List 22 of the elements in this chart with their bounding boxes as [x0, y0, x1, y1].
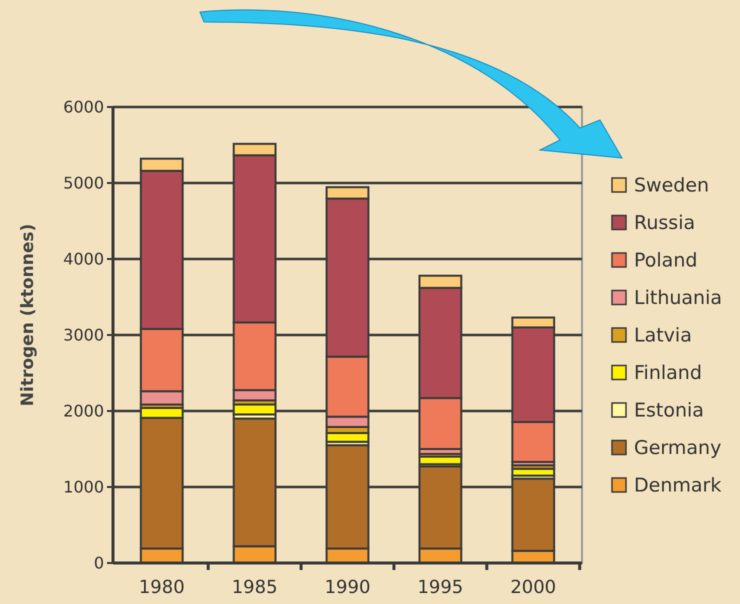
legend-label: Russia — [634, 212, 696, 234]
legend-label: Latvia — [634, 324, 692, 347]
legend-label: Sweden — [634, 174, 710, 197]
x-tick-label: 1990 — [324, 577, 370, 598]
y-tick-label: 2000 — [63, 402, 104, 421]
legend-label: Germany — [634, 437, 722, 460]
y-tick-label: 1000 — [63, 478, 104, 497]
x-tick-label: 1980 — [138, 577, 185, 598]
y-tick-label: 6000 — [63, 98, 104, 117]
y-axis-title: Nitrogen (ktonnes) — [18, 224, 38, 406]
legend-label: Poland — [634, 250, 698, 272]
y-tick-label: 5000 — [63, 174, 104, 193]
legend-label: Lithuania — [634, 287, 722, 310]
legend-label: Estonia — [634, 400, 704, 422]
legend-label: Finland — [634, 362, 702, 384]
y-tick-label: 4000 — [63, 250, 104, 269]
y-tick-label: 3000 — [63, 326, 104, 345]
x-tick-label: 1995 — [417, 577, 464, 598]
legend-label: Denmark — [634, 474, 722, 497]
y-tick-label: 0 — [94, 554, 104, 573]
x-tick-label: 2000 — [510, 577, 556, 598]
x-tick-label: 1985 — [232, 577, 278, 598]
